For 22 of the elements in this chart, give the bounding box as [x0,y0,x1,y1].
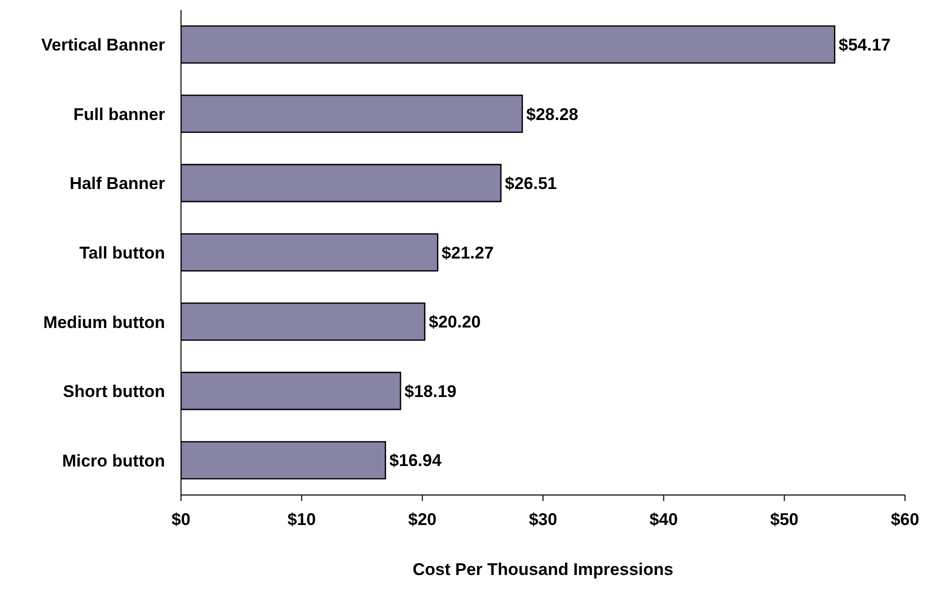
y-tick-label: Medium button [43,312,165,332]
data-label: $21.27 [442,243,494,262]
x-tick-label: $10 [287,510,316,530]
y-tick-label: Half Banner [70,174,166,194]
data-label: $20.20 [428,312,481,332]
y-tick-label: Tall button [79,244,165,263]
x-tick-label: $0 [172,510,190,530]
y-tick-label: Micro button [62,451,165,470]
data-label: $26.51 [504,174,557,194]
x-tick-label: $40 [649,510,678,530]
y-tick-label: Vertical Banner [41,36,166,55]
y-tick-label: Full banner [73,104,166,124]
x-tick-label: $20 [408,510,437,530]
y-tick-label: Short button [63,382,165,402]
data-label: $28.28 [526,104,578,124]
x-axis-title: Cost Per Thousand Impressions [412,560,674,579]
x-tick-label: $60 [890,510,920,530]
data-label: $54.17 [838,36,891,55]
data-label: $16.94 [389,451,442,470]
data-label: $18.19 [404,382,456,401]
x-tick-label: $30 [528,510,558,530]
x-tick-label: $50 [770,510,799,530]
